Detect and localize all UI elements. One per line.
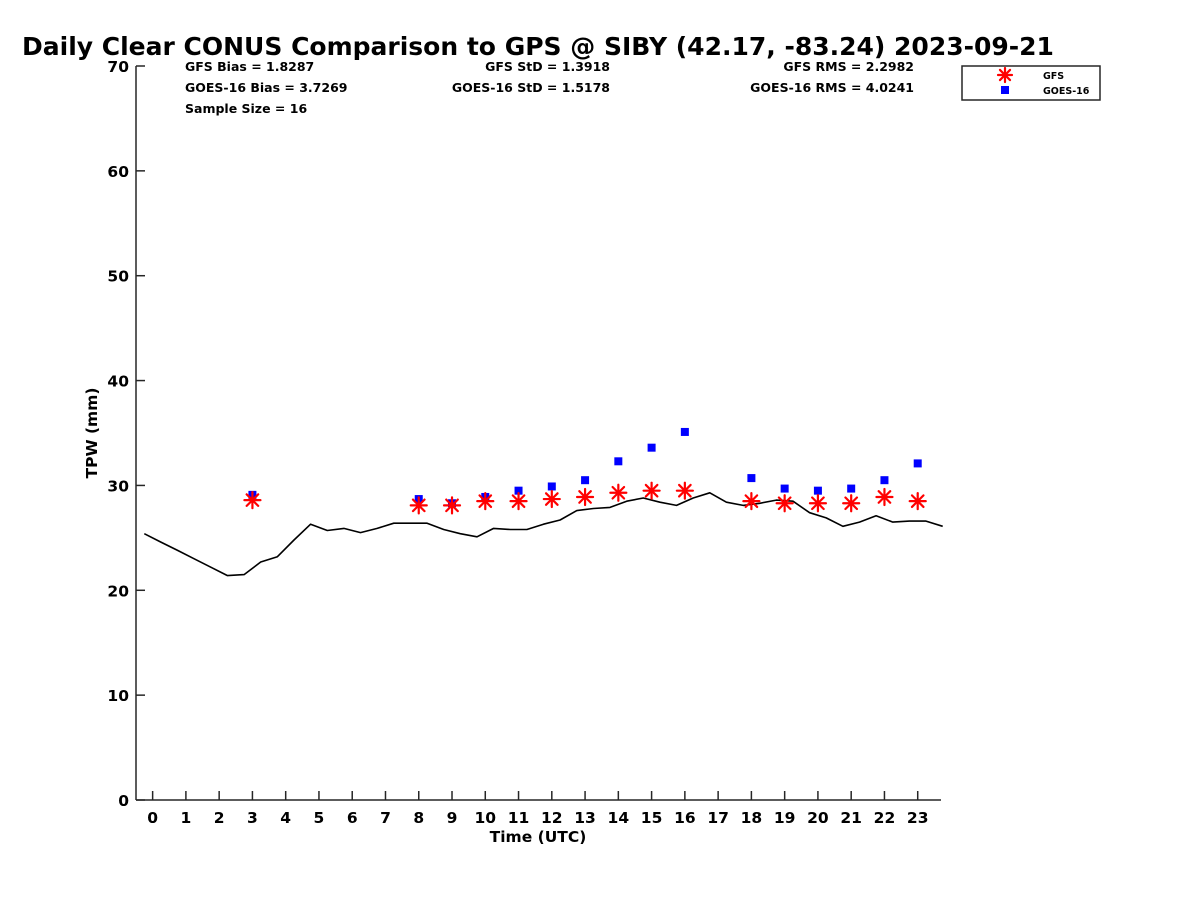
x-tick-label: 6 [347,809,358,827]
gfs-point [642,481,661,500]
gfs-point [742,492,761,511]
goes-16-point [647,443,656,452]
gfs-point [409,496,428,515]
gfs-point [609,483,628,502]
x-tick-label: 9 [447,809,458,827]
goes-16-point [913,459,922,468]
x-tick-label: 21 [840,809,862,827]
gfs-point [509,492,528,511]
gfs-series [243,481,927,515]
y-ticks: 0 10 20 30 40 50 60 70 [107,58,145,810]
x-tick-label: 14 [608,809,630,827]
y-tick-label: 70 [107,58,129,76]
legend: GFS GOES-16 [961,65,1101,101]
gps-line-series [143,491,943,577]
legend-box [961,65,1101,101]
y-tick-label: 20 [107,582,129,600]
gfs-point [243,491,262,510]
legend-goes-label: GOES-16 [1043,86,1090,97]
x-ticks: 0 1 2 3 4 5 6 7 8 9 10 11 12 13 14 15 16 17 18 19 20 21 22 23 [147,791,929,827]
goes-16-point [680,427,689,436]
y-tick-label: 60 [107,163,129,181]
x-tick-label: 20 [807,809,829,827]
gfs-point [808,494,828,513]
legend-gfs-label: GFS [1043,71,1064,82]
gfs-point [575,487,595,507]
gfs-point [542,489,561,509]
x-tick-label: 13 [574,809,596,827]
gfs-rms-text: GFS RMS = 2.2982 [783,59,914,74]
x-tick-label: 10 [474,809,496,827]
x-tick-label: 4 [280,809,291,827]
x-tick-label: 8 [413,809,424,827]
gfs-std-text: GFS StD = 1.3918 [485,59,610,74]
gfs-point [875,487,894,507]
goes-16-point [514,486,523,495]
x-tick-label: 12 [541,809,563,827]
sample-size-text: Sample Size = 16 [185,101,307,116]
x-tick-label: 23 [907,809,929,827]
x-tick-label: 17 [707,809,729,827]
x-tick-label: 18 [741,809,763,827]
chart-title: Daily Clear CONUS Comparison to GPS @ SI… [22,32,1054,61]
x-tick-label: 1 [180,809,191,827]
legend-goes-marker [1001,86,1009,94]
goes-16-point [547,482,556,491]
y-tick-label: 50 [107,268,129,286]
gfs-point [775,494,794,513]
axes [135,66,941,801]
goes-16-point [847,484,856,493]
gfs-point [908,492,927,511]
goes-16-point [581,476,590,485]
x-tick-label: 5 [314,809,325,827]
x-tick-label: 16 [674,809,696,827]
x-tick-label: 3 [247,809,258,827]
goes-bias-text: GOES-16 Bias = 3.7269 [185,80,347,95]
gps-tpw-line [143,491,943,577]
goes-rms-text: GOES-16 RMS = 4.0241 [750,80,914,95]
y-tick-label: 40 [107,373,129,391]
gfs-point [842,494,861,513]
goes-16-point [780,484,789,493]
x-tick-label: 15 [641,809,663,827]
x-axis-label: Time (UTC) [490,828,587,846]
x-tick-label: 0 [147,809,158,827]
goes-16-point [614,457,623,466]
gfs-point [442,496,462,515]
y-axis-label: TPW (mm) [83,388,101,479]
gfs-bias-text: GFS Bias = 1.8287 [185,59,314,74]
x-tick-label: 7 [380,809,391,827]
legend-gfs-marker [996,66,1014,84]
x-tick-label: 22 [874,809,896,827]
gfs-asterisk-icon [996,66,1014,84]
y-tick-label: 10 [107,687,129,705]
goes-std-text: GOES-16 StD = 1.5178 [452,80,610,95]
y-tick-label: 0 [118,792,129,810]
goes-16-point [813,486,822,495]
gfs-point [476,492,495,511]
goes-16-point [880,476,889,485]
x-tick-label: 11 [508,809,530,827]
x-tick-label: 19 [774,809,796,827]
y-tick-label: 30 [107,477,129,495]
gfs-point [675,481,694,500]
x-tick-label: 2 [214,809,225,827]
goes-16-point [747,474,756,483]
